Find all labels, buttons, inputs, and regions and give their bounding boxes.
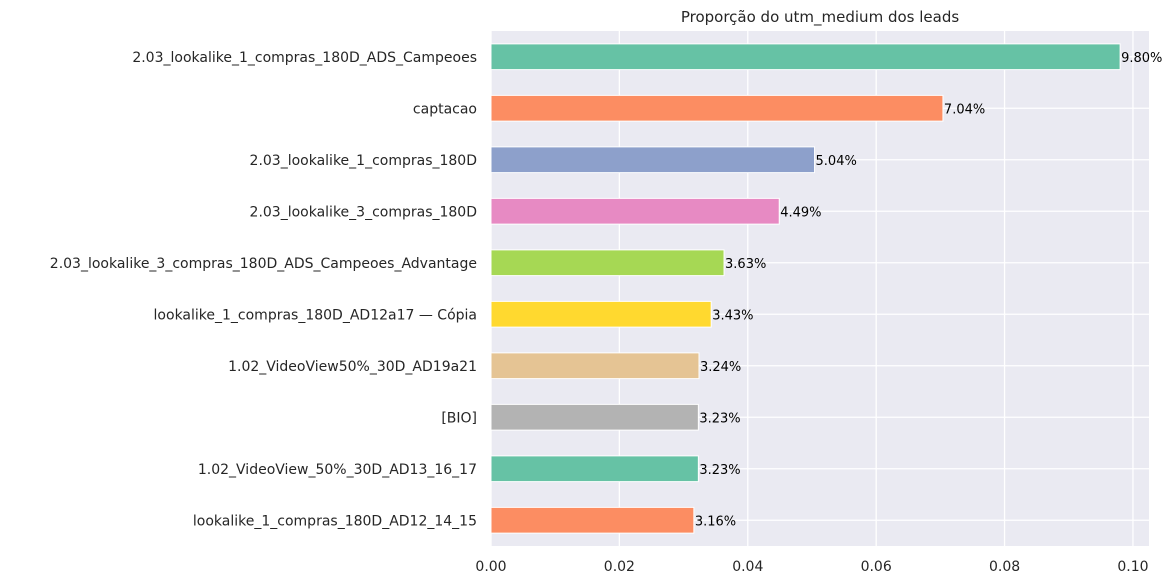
y-tick-label: 2.03_lookalike_3_compras_180D	[250, 204, 477, 220]
data-labels: 9.80% 7.04% 5.04% 4.49% 3.63% 3.43% 3.24% 3.23%…	[695, 51, 1163, 530]
bars-group	[490, 43, 1121, 534]
data-label: 7.04%	[944, 102, 985, 117]
bar	[490, 43, 1121, 71]
data-label: 4.49%	[780, 205, 821, 220]
bar	[490, 94, 944, 122]
y-tick-label: 2.03_lookalike_1_compras_180D_ADS_Campeo…	[132, 50, 477, 66]
data-label: 9.80%	[1121, 51, 1162, 66]
data-label: 3.63%	[725, 257, 766, 272]
data-label: 3.23%	[699, 463, 740, 478]
bar	[490, 300, 712, 328]
x-tick-label: 0.06	[861, 559, 892, 575]
y-tick-label: 1.02_VideoView50%_30D_AD19a21	[228, 359, 477, 375]
data-label: 3.16%	[695, 514, 736, 529]
bar	[490, 197, 780, 225]
data-label: 3.24%	[700, 360, 741, 375]
y-tick-label: lookalike_1_compras_180D_AD12_14_15	[193, 513, 477, 529]
x-tick-label: 0.08	[989, 559, 1020, 575]
y-tick-label: [BIO]	[441, 410, 477, 426]
y-tick-label: 2.03_lookalike_1_compras_180D	[250, 153, 477, 169]
y-tick-label: 2.03_lookalike_3_compras_180D_ADS_Campeo…	[50, 256, 477, 272]
x-tick-label: 0.10	[1117, 559, 1148, 575]
x-tick-label: 0.00	[475, 559, 506, 575]
y-axis-labels: 2.03_lookalike_1_compras_180D_ADS_Campeo…	[50, 50, 477, 530]
x-tick-label: 0.02	[604, 559, 635, 575]
bar	[490, 455, 699, 483]
data-label: 3.43%	[712, 308, 753, 323]
y-tick-label: captacao	[413, 101, 477, 117]
bar	[490, 506, 695, 534]
chart-title: Proporção do utm_medium dos leads	[681, 8, 959, 27]
bar	[490, 352, 700, 380]
x-tick-label: 0.04	[732, 559, 763, 575]
bar	[490, 146, 816, 174]
data-label: 5.04%	[816, 154, 857, 169]
x-axis-labels: 0.00 0.02 0.04 0.06 0.08 0.10	[475, 559, 1148, 575]
bar	[490, 249, 725, 277]
y-tick-label: lookalike_1_compras_180D_AD12a17 — Cópia	[154, 307, 477, 323]
y-tick-label: 1.02_VideoView_50%_30D_AD13_16_17	[198, 462, 477, 478]
data-label: 3.23%	[699, 411, 740, 426]
bar	[490, 403, 699, 431]
